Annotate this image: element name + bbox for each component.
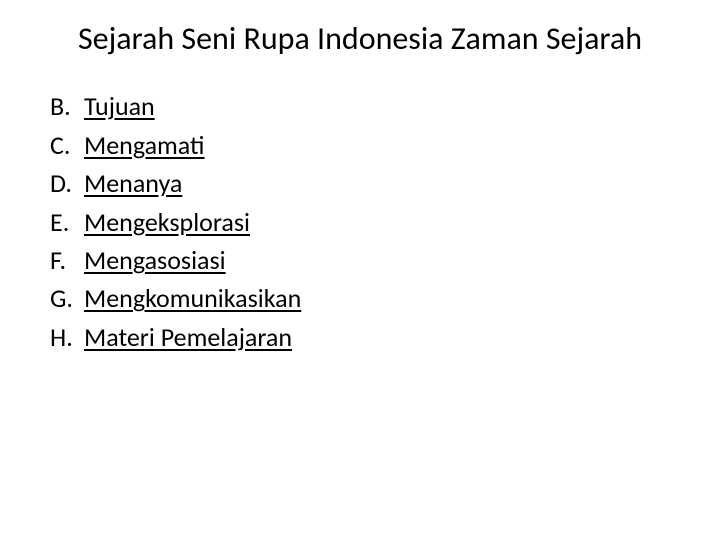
list-item[interactable]: E. Mengeksplorasi <box>50 204 670 240</box>
list-item-label[interactable]: Mengasosiasi <box>84 242 226 278</box>
list-item-label[interactable]: Menanya <box>84 165 182 201</box>
list-item[interactable]: C. Mengamati <box>50 127 670 163</box>
list-item-letter: C. <box>50 127 84 163</box>
list-item-label[interactable]: Materi Pemelajaran <box>84 319 292 355</box>
outline-list: B. Tujuan C. Mengamati D. Menanya E. Men… <box>50 88 670 355</box>
list-item-letter: E. <box>50 204 84 240</box>
list-item[interactable]: G. Mengkomunikasikan <box>50 280 670 316</box>
list-item-label[interactable]: Mengeksplorasi <box>84 204 250 240</box>
list-item-letter: H. <box>50 319 84 355</box>
list-item-letter: D. <box>50 165 84 201</box>
list-item-letter: B. <box>50 88 84 124</box>
list-item[interactable]: H. Materi Pemelajaran <box>50 319 670 355</box>
list-item[interactable]: B. Tujuan <box>50 88 670 124</box>
list-item[interactable]: D. Menanya <box>50 165 670 201</box>
page-title: Sejarah Seni Rupa Indonesia Zaman Sejara… <box>50 20 670 58</box>
slide-container: Sejarah Seni Rupa Indonesia Zaman Sejara… <box>0 0 720 540</box>
list-item[interactable]: F. Mengasosiasi <box>50 242 670 278</box>
list-item-label[interactable]: Tujuan <box>84 88 155 124</box>
list-item-letter: F. <box>50 242 84 278</box>
list-item-label[interactable]: Mengkomunikasikan <box>84 280 301 316</box>
list-item-letter: G. <box>50 280 84 316</box>
list-item-label[interactable]: Mengamati <box>84 127 205 163</box>
